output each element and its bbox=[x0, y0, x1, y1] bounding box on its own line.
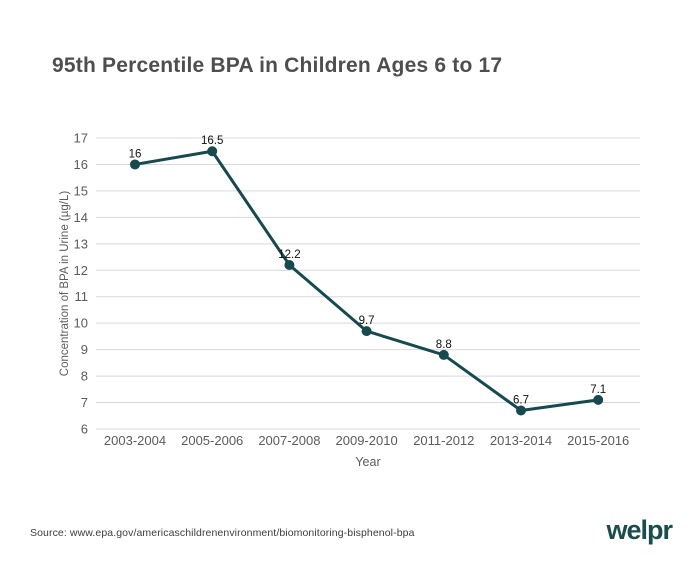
data-point bbox=[361, 326, 372, 337]
y-tick-label: 14 bbox=[74, 210, 88, 225]
y-tick-label: 15 bbox=[74, 183, 88, 198]
data-point bbox=[207, 146, 218, 157]
data-point-labels: 16 16.5 12.2 9.7 8.8 6.7 7.1 bbox=[129, 135, 607, 406]
y-tick-label: 7 bbox=[81, 395, 88, 410]
x-tick-label: 2011-2012 bbox=[413, 433, 474, 448]
data-point-label: 8.8 bbox=[436, 339, 452, 351]
y-axis-title: Concentration of BPA in Urine (µg/L) bbox=[59, 191, 71, 377]
x-tick-label: 2013-2014 bbox=[490, 433, 552, 448]
y-grid bbox=[96, 137, 640, 430]
x-tick-label: 2003-2004 bbox=[104, 433, 166, 448]
x-tick-label: 2007-2008 bbox=[258, 433, 320, 448]
y-tick-label: 16 bbox=[74, 157, 88, 172]
chart-title: 95th Percentile BPA in Children Ages 6 t… bbox=[52, 54, 503, 77]
data-point bbox=[516, 405, 526, 416]
y-tick-label: 6 bbox=[81, 422, 88, 437]
data-point bbox=[438, 349, 449, 360]
y-tick-label: 8 bbox=[81, 369, 88, 384]
y-tick-label: 9 bbox=[81, 342, 88, 357]
data-point-label: 6.7 bbox=[513, 394, 529, 406]
y-tick-label: 12 bbox=[74, 263, 88, 278]
y-tick-label: 17 bbox=[74, 131, 88, 146]
data-point-label: 9.7 bbox=[359, 315, 375, 327]
x-tick-label: 2005-2006 bbox=[181, 433, 243, 448]
y-tick-label: 11 bbox=[75, 289, 89, 304]
source-note: Source: www.epa.gov/americaschildrenenvi… bbox=[30, 527, 415, 539]
y-tick-label: 10 bbox=[74, 316, 88, 331]
data-point bbox=[593, 394, 604, 405]
data-point-label: 7.1 bbox=[590, 384, 606, 396]
brand-logo: welpr bbox=[606, 515, 673, 545]
x-tick-label: 2009-2010 bbox=[336, 433, 398, 448]
y-tick-labels: 6 7 8 9 10 11 12 13 14 15 16 17 bbox=[74, 131, 88, 437]
data-point bbox=[284, 259, 295, 270]
data-point bbox=[130, 159, 140, 170]
y-tick-label: 13 bbox=[74, 236, 88, 251]
data-point-label: 16 bbox=[129, 148, 142, 160]
x-axis-title: Year bbox=[355, 455, 380, 469]
data-points bbox=[130, 146, 604, 416]
series-line bbox=[133, 149, 600, 412]
x-tick-labels: 2003-2004 2005-2006 2007-2008 2009-2010 2011… bbox=[104, 433, 629, 448]
data-point-label: 16.5 bbox=[201, 135, 223, 147]
x-tick-label: 2015-2016 bbox=[567, 433, 629, 448]
data-point-label: 12.2 bbox=[278, 249, 300, 261]
